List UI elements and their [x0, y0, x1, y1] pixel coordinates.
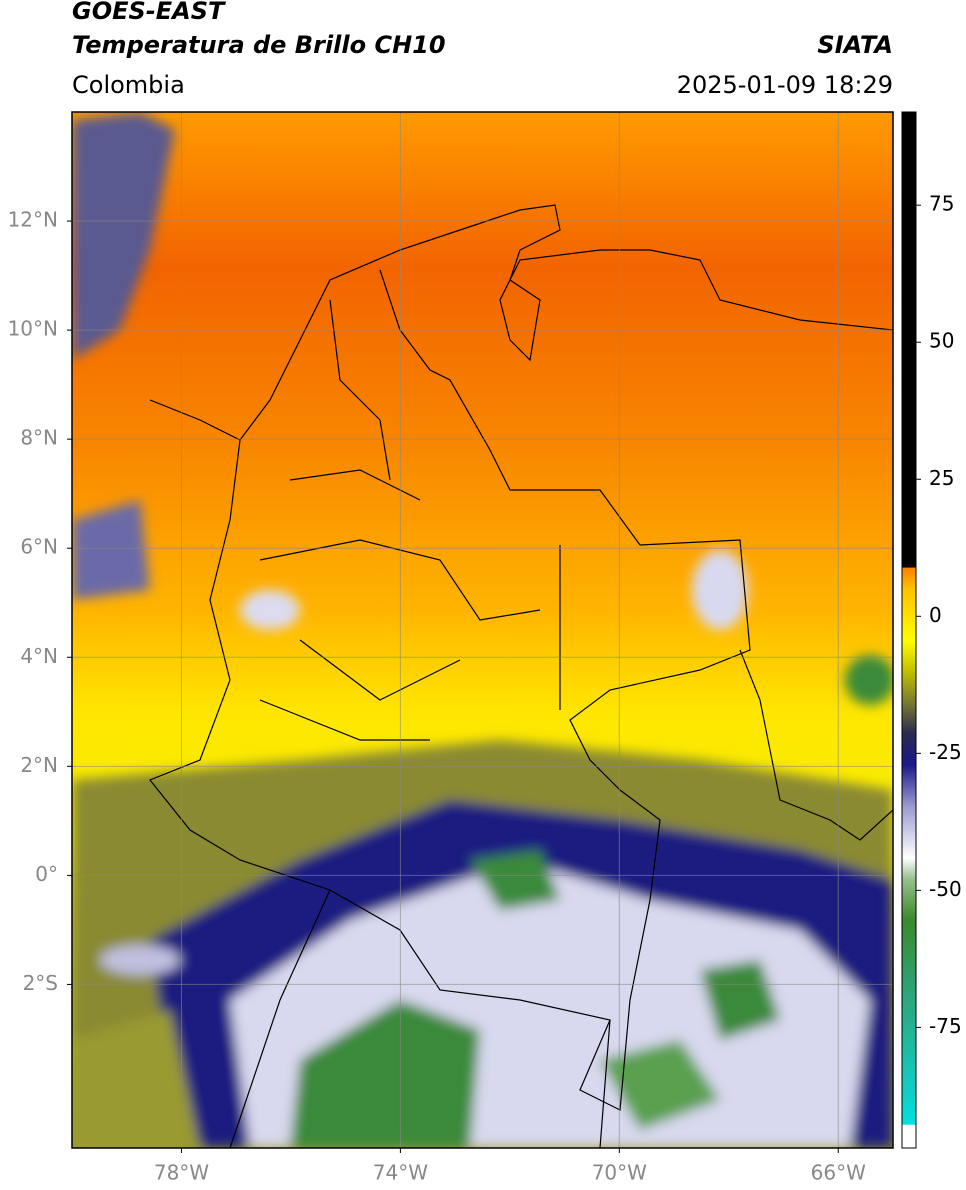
- y-tick-label: 2°S: [23, 971, 58, 995]
- y-tick-label: 10°N: [8, 317, 58, 341]
- y-tick-label: 2°N: [20, 753, 58, 777]
- x-tick-label: 74°W: [373, 1161, 428, 1185]
- satellite-image: [72, 112, 893, 1148]
- datetime: 2025-01-09 18:29: [677, 71, 893, 99]
- colorbar-tick-label: 0: [929, 603, 942, 627]
- agency: SIATA: [817, 31, 893, 59]
- y-tick-label: 0°: [35, 862, 58, 886]
- colorbar-tick-label: 25: [929, 466, 954, 490]
- y-tick-label: 8°N: [20, 426, 58, 450]
- y-tick-label: 4°N: [20, 644, 58, 668]
- colorbar-tick-label: -75: [929, 1014, 962, 1038]
- satellite-title: GOES-EAST: [72, 0, 226, 25]
- x-tick-label: 66°W: [811, 1161, 866, 1185]
- colorbar-tick-label: -25: [929, 740, 962, 764]
- colorbar: [901, 111, 917, 1149]
- y-tick-label: 12°N: [8, 208, 58, 232]
- region: Colombia: [72, 71, 185, 99]
- product-title: Temperatura de Brillo CH10: [72, 31, 446, 59]
- x-tick-label: 78°W: [154, 1161, 209, 1185]
- colorbar-tick-label: 75: [929, 192, 954, 216]
- x-tick-label: 70°W: [592, 1161, 647, 1185]
- y-tick-label: 6°N: [20, 535, 58, 559]
- grid: [72, 112, 893, 1148]
- map-frame: [71, 111, 894, 1149]
- colorbar-tick-label: 50: [929, 329, 954, 353]
- colorbar-tick-label: -50: [929, 877, 962, 901]
